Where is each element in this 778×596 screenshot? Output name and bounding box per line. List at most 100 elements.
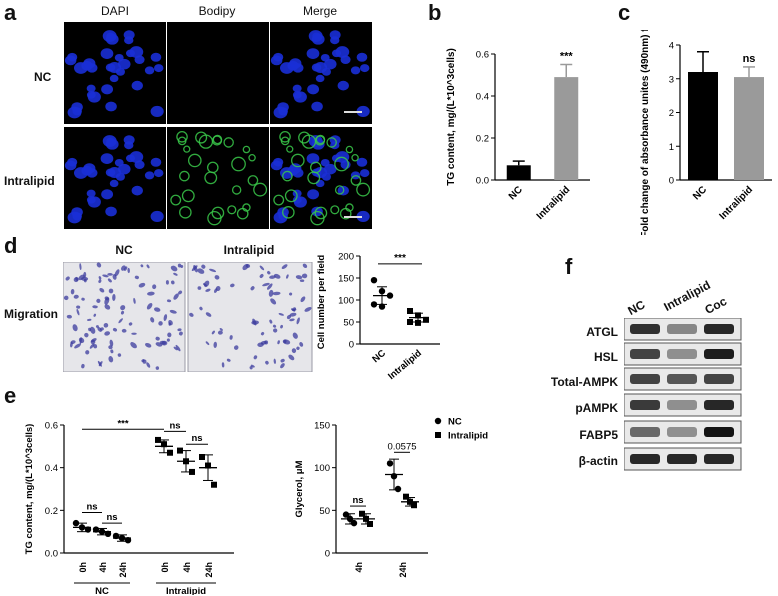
y-tick-label: 0.2 — [45, 506, 58, 517]
migrated-cell — [163, 314, 168, 321]
row-label-intralipid: Intralipid — [4, 174, 55, 188]
nucleus — [154, 64, 164, 73]
data-point — [155, 436, 161, 443]
lipid-droplet — [290, 153, 305, 168]
nucleus — [293, 196, 307, 208]
nucleus — [154, 169, 164, 178]
migrated-cell — [283, 339, 287, 344]
migrated-cell — [259, 265, 265, 271]
data-point — [199, 454, 205, 460]
migrated-cell — [120, 305, 126, 311]
lipid-droplet — [242, 145, 251, 154]
y-tick-label: 0.6 — [45, 421, 58, 432]
data-point — [423, 316, 429, 323]
migrated-cell — [88, 327, 92, 332]
migrated-cell — [260, 340, 267, 345]
y-tick-label: 150 — [338, 274, 354, 285]
wb-row-beta-actin: β-actin — [578, 454, 618, 468]
migrated-cell — [291, 308, 296, 312]
migrated-cell — [81, 363, 85, 369]
significance-label: ns — [352, 495, 363, 506]
migrated-cell — [292, 332, 298, 339]
migrated-cell — [98, 276, 102, 280]
nucleus — [330, 36, 340, 45]
nucleus — [150, 157, 162, 167]
nucleus — [150, 105, 164, 118]
chart-e2: 0 50 100 150 Glycerol, μM 4h ns 24h 0.0575 NC Intr… — [294, 417, 488, 578]
migrated-cell — [155, 366, 160, 370]
migrated-cell — [289, 312, 297, 317]
migrated-cell — [142, 359, 147, 364]
migrated-cell — [81, 297, 85, 301]
migrated-cell — [165, 280, 169, 285]
migrated-cell — [81, 276, 89, 281]
migrated-cell — [146, 362, 151, 368]
migrated-cell — [253, 355, 258, 360]
x-tick-label: NC — [691, 184, 709, 202]
nucleus — [64, 55, 77, 66]
image-nc-bodipy — [167, 22, 269, 124]
migrated-cell — [152, 284, 157, 290]
nucleus — [306, 48, 320, 59]
blot-band — [704, 324, 734, 334]
migrated-cell — [266, 283, 273, 290]
migrated-cell — [173, 272, 178, 276]
y-tick-label: 0.6 — [476, 50, 489, 61]
nucleus — [72, 212, 82, 221]
migrated-cell — [205, 288, 211, 292]
migrated-cell — [169, 309, 177, 314]
lipid-droplet — [330, 205, 340, 215]
nucleus — [307, 189, 320, 200]
migrated-cell — [245, 264, 251, 268]
scale-bar — [344, 111, 362, 113]
x-tick-label: 0h — [78, 562, 88, 573]
migrated-cell — [233, 345, 239, 350]
migrated-cell — [304, 306, 312, 312]
lipid-droplet — [334, 185, 345, 195]
nucleus — [83, 163, 96, 174]
migrated-cell — [173, 293, 179, 300]
nucleus — [109, 179, 119, 188]
nucleus — [87, 91, 101, 103]
lipid-droplet — [350, 175, 362, 186]
data-point — [407, 308, 413, 314]
nucleus — [323, 163, 337, 175]
migrated-cell — [63, 295, 69, 301]
migrated-cell — [84, 332, 89, 338]
blot-band — [667, 349, 697, 359]
group-label: NC — [95, 586, 109, 595]
migrated-cell — [146, 303, 153, 310]
x-tick-label: 4h — [98, 562, 108, 573]
lipid-droplet — [231, 185, 242, 195]
col-header-bodipy: Bodipy — [198, 4, 236, 18]
lipid-droplet — [179, 170, 190, 182]
nucleus — [83, 58, 96, 69]
lipid-droplet — [282, 206, 295, 219]
nucleus — [307, 84, 320, 95]
migrated-cell — [166, 338, 170, 342]
migrated-cell — [97, 360, 102, 367]
migrated-cell — [150, 317, 155, 323]
migrated-cell — [265, 360, 269, 365]
migrated-cell — [189, 312, 194, 317]
blot-band — [630, 374, 660, 384]
migrated-cell — [281, 264, 288, 270]
migrated-cell — [201, 264, 206, 269]
blot-band — [667, 374, 697, 384]
migrated-cell — [138, 282, 146, 288]
nucleus — [337, 80, 349, 91]
lipid-droplet — [187, 153, 202, 168]
migrated-cell — [103, 322, 109, 328]
blot-band — [630, 400, 660, 410]
migrated-cell — [140, 264, 144, 268]
lipid-droplet — [326, 137, 337, 148]
y-tick-label: 0.0 — [476, 176, 489, 187]
lipid-droplet — [280, 136, 290, 146]
migrated-cell — [272, 324, 277, 328]
data-point — [415, 319, 421, 326]
row-label-migration: Migration — [4, 307, 58, 321]
lipid-droplet — [183, 145, 191, 153]
blot-band — [630, 324, 660, 334]
migrated-cell — [110, 349, 114, 354]
nucleus — [323, 58, 337, 70]
